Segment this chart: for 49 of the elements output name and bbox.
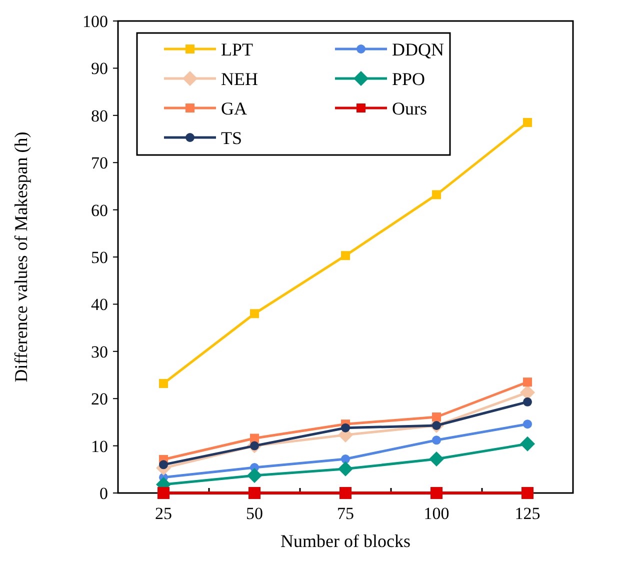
point (523, 397, 532, 406)
point (247, 468, 262, 484)
legend-label: DDQN (392, 39, 444, 60)
x-tick-label: 50 (246, 504, 263, 523)
point (523, 420, 532, 429)
y-tick-label: 90 (91, 59, 108, 78)
point (338, 461, 353, 476)
point (523, 378, 532, 387)
y-tick-label: 20 (91, 390, 108, 409)
legend-label: NEH (221, 68, 258, 89)
y-tick-label: 30 (91, 342, 108, 362)
legend-label: TS (221, 128, 242, 148)
point (158, 487, 170, 499)
point (341, 423, 350, 432)
point (523, 118, 532, 127)
point (520, 384, 535, 400)
point (250, 309, 259, 318)
point (432, 436, 441, 445)
y-tick-label: 70 (91, 154, 108, 173)
y-tick-label: 50 (91, 248, 108, 267)
y-tick-label: 80 (91, 106, 108, 126)
y-tick-label: 60 (91, 200, 108, 220)
x-tick-label: 100 (424, 504, 450, 523)
point (429, 452, 444, 467)
y-tick-label: 40 (91, 295, 108, 314)
y-tick-label: 100 (82, 12, 108, 31)
y-tick-label: 0 (100, 484, 108, 503)
legend-label: PPO (392, 68, 426, 89)
point (159, 378, 168, 388)
legend-label: Ours (392, 98, 427, 118)
point (522, 487, 534, 499)
point (341, 251, 350, 260)
y-tick-label: 10 (91, 436, 108, 456)
x-axis-title: Number of blocks (280, 531, 410, 551)
point (341, 454, 350, 464)
x-tick-label: 75 (337, 504, 354, 523)
point (159, 460, 168, 470)
x-tick-label: 25 (155, 504, 172, 523)
point (520, 436, 535, 452)
legend-label: GA (221, 98, 247, 118)
point (432, 412, 441, 422)
point (250, 434, 259, 443)
x-tick-label: 125 (514, 504, 540, 523)
point (340, 487, 352, 499)
y-axis-title: Difference values of Makespan (h) (11, 132, 31, 382)
legend-label: LPT (221, 39, 254, 60)
point (430, 487, 442, 499)
point (432, 190, 441, 200)
point (248, 487, 260, 499)
